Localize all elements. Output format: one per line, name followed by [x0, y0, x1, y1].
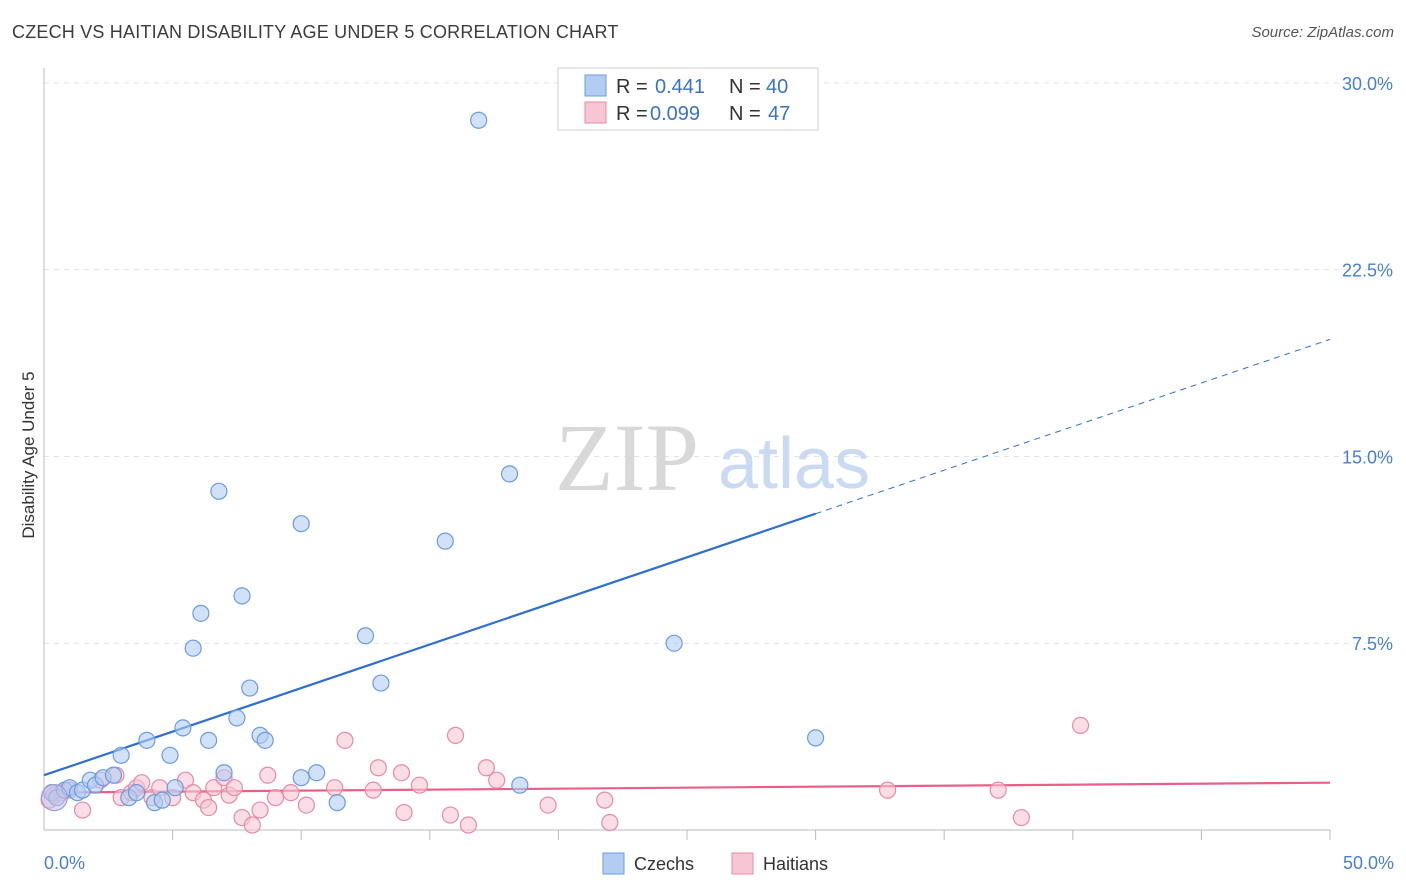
point-czechs: [200, 731, 218, 749]
point-czechs: [184, 639, 202, 657]
point-haitians: [1012, 808, 1030, 827]
point-haitians: [266, 789, 285, 807]
legend-n-value-0: 40: [766, 76, 788, 98]
point-haitians: [395, 803, 413, 822]
point-czechs: [228, 709, 246, 727]
point-haitians: [326, 779, 344, 797]
series-legend-label-czechs: Czechs: [634, 854, 694, 874]
y-tick-label: 30.0%: [1342, 74, 1393, 94]
point-haitians: [297, 796, 315, 814]
point-haitians: [205, 779, 223, 797]
point-czechs: [470, 111, 488, 129]
trend-lines: [43, 338, 1331, 794]
point-haitians: [410, 776, 429, 794]
legend-n-label-1: N =: [729, 103, 761, 125]
point-haitians: [601, 813, 619, 832]
point-czechs: [153, 791, 171, 809]
series-legend: Czechs Haitians: [602, 852, 828, 875]
y-tick-labels: 7.5% 15.0% 22.5% 30.0%: [1342, 74, 1393, 654]
point-haitians: [459, 816, 477, 834]
point-haitians: [446, 726, 465, 744]
point-czechs: [210, 482, 228, 500]
point-czechs: [356, 627, 375, 645]
point-czechs: [256, 731, 274, 749]
point-haitians: [488, 771, 506, 789]
data-points: [40, 111, 1090, 834]
legend-n-label-0: N =: [729, 76, 761, 98]
point-haitians: [73, 801, 92, 819]
legend-n-value-1: 47: [768, 103, 790, 125]
point-czechs: [127, 784, 146, 802]
point-czechs: [308, 764, 326, 782]
point-czechs: [215, 764, 233, 782]
legend-swatch-haitians: [584, 101, 607, 124]
series-legend-swatch-haitians: [731, 852, 754, 875]
legend-r-label-0: R =: [616, 76, 648, 98]
point-czechs: [806, 729, 825, 747]
y-tick-label: 15.0%: [1342, 447, 1393, 467]
y-tick-label: 22.5%: [1342, 261, 1393, 281]
source-label: Source: ZipAtlas.com: [1251, 24, 1394, 41]
point-czechs: [292, 769, 310, 787]
watermark-atlas: atlas: [718, 424, 870, 504]
trend-line-czechs: [43, 512, 816, 777]
point-haitians: [251, 801, 269, 819]
point-czechs: [665, 634, 683, 652]
legend-swatch-czechs: [584, 74, 607, 97]
y-axis-title: Disability Age Under 5: [19, 371, 38, 538]
point-czechs: [192, 604, 210, 622]
point-haitians: [259, 766, 277, 784]
point-haitians: [282, 784, 300, 802]
point-haitians: [243, 816, 261, 834]
point-czechs: [161, 746, 179, 764]
point-haitians: [200, 798, 218, 817]
point-czechs: [328, 794, 346, 812]
point-haitians: [369, 759, 387, 777]
point-czechs: [436, 532, 454, 550]
point-czechs: [292, 515, 310, 533]
point-haitians: [364, 781, 382, 799]
watermark-zip: ZIP: [555, 404, 699, 511]
x-tick-label: 50.0%: [1343, 853, 1394, 873]
point-czechs: [174, 719, 192, 737]
point-czechs: [104, 766, 123, 784]
trend-line-haitians: [43, 781, 1331, 794]
series-legend-swatch-czechs: [602, 852, 625, 875]
point-czechs: [138, 731, 156, 749]
x-tick-labels: 0.0% 50.0%: [44, 853, 1394, 873]
point-haitians: [392, 764, 411, 782]
point-czechs: [233, 587, 251, 605]
point-haitians: [477, 759, 495, 777]
gridlines: [44, 82, 1390, 644]
x-axis-ticks: [172, 830, 1331, 840]
legend-r-value-0: 0.441: [655, 76, 705, 98]
point-haitians: [539, 796, 557, 814]
stats-legend: R = 0.441 N = 40 R = 0.099 N = 47: [557, 67, 819, 131]
y-tick-label: 7.5%: [1352, 634, 1393, 654]
point-czechs: [372, 674, 390, 692]
legend-r-label-1: R =: [616, 103, 648, 125]
point-haitians: [441, 806, 459, 824]
legend-r-value-1: 0.099: [650, 103, 700, 125]
point-haitians: [1071, 716, 1090, 735]
series-legend-label-haitians: Haitians: [763, 854, 828, 874]
point-haitians: [879, 781, 897, 799]
point-czechs: [112, 746, 130, 764]
point-czechs: [241, 679, 259, 697]
point-cluster: [40, 784, 68, 812]
point-czechs: [166, 779, 184, 797]
point-czechs: [500, 465, 519, 483]
point-haitians: [225, 779, 243, 797]
chart-title: CZECH VS HAITIAN DISABILITY AGE UNDER 5 …: [12, 22, 619, 42]
x-tick-label: 0.0%: [44, 853, 85, 873]
point-haitians: [336, 731, 354, 749]
trend-extension-czechs: [815, 338, 1331, 515]
point-haitians: [596, 791, 614, 809]
point-czechs: [511, 776, 529, 794]
point-haitians: [989, 781, 1007, 799]
